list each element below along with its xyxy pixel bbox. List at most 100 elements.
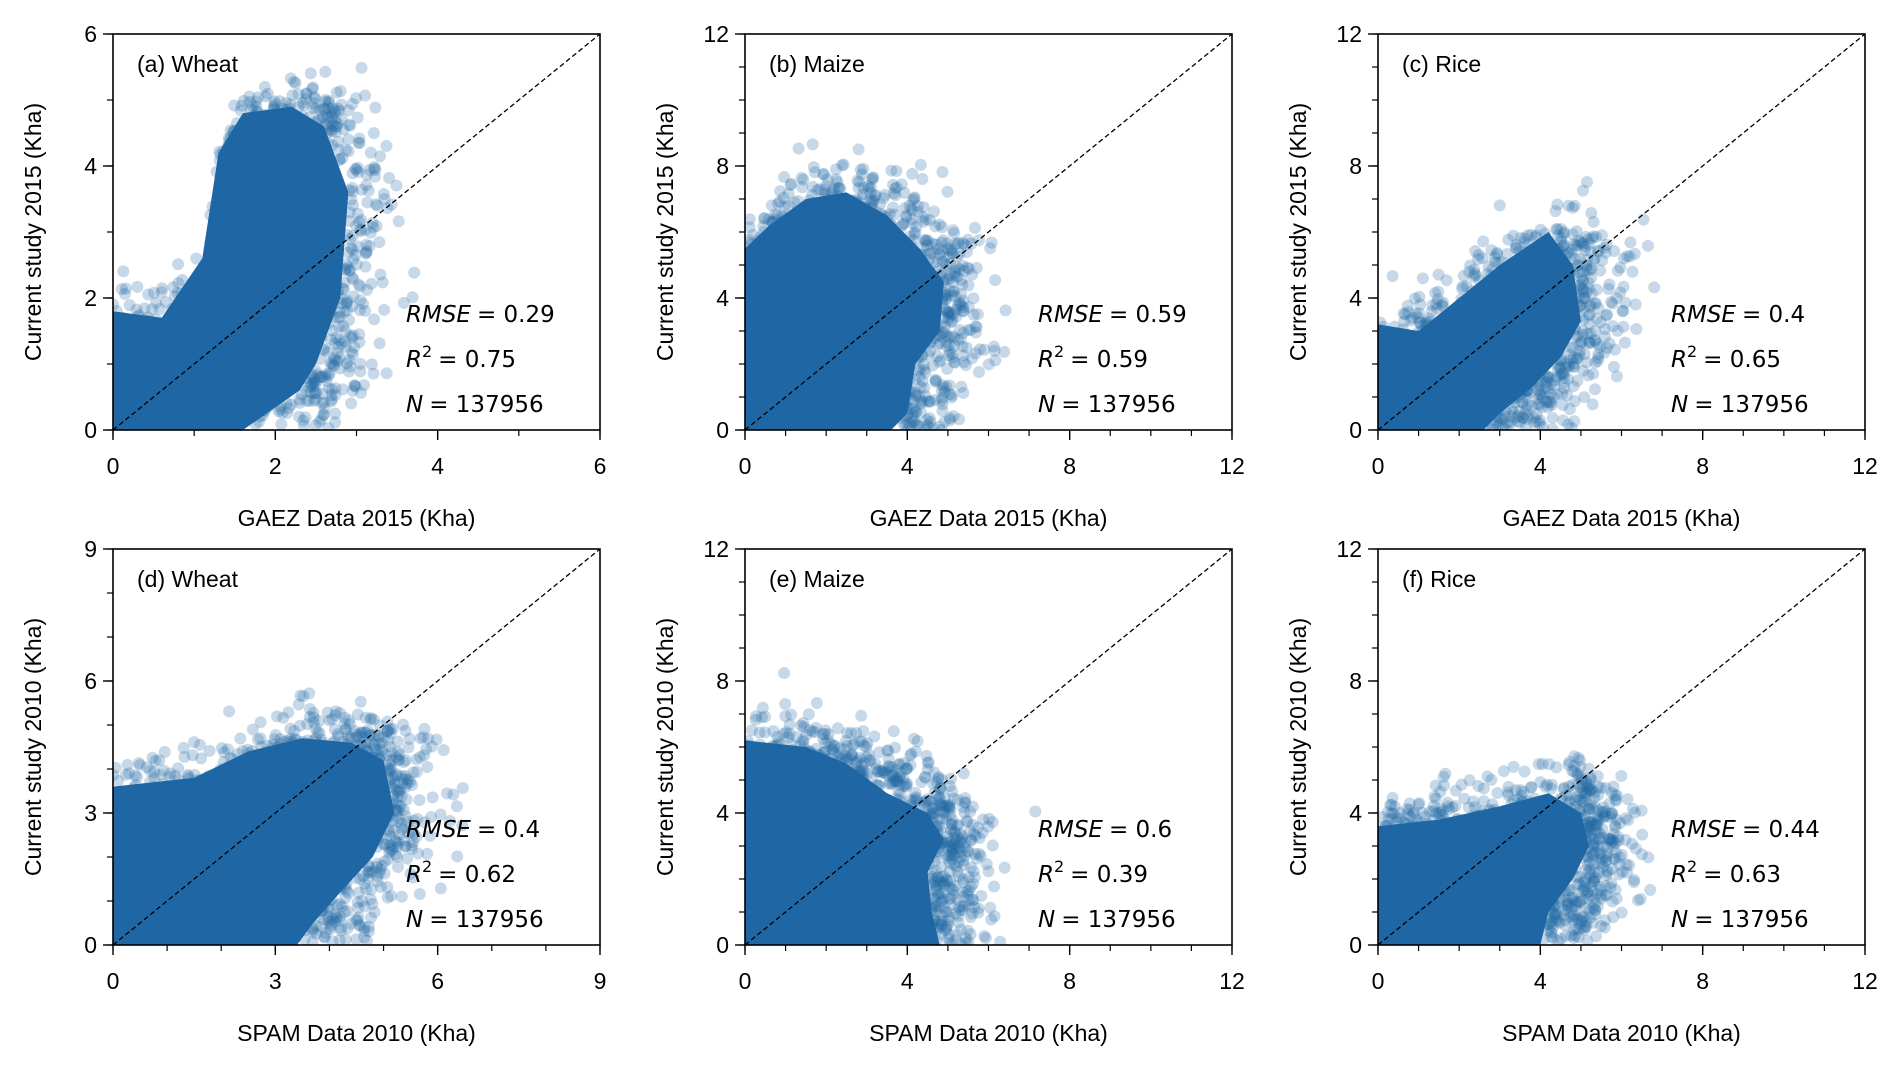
scatter-point — [948, 238, 961, 251]
scatter-point — [1416, 806, 1429, 819]
scatter-point — [1626, 802, 1639, 815]
scatter-point — [909, 786, 922, 799]
scatter-point — [1590, 231, 1603, 244]
scatter-point — [1563, 360, 1576, 373]
scatter-point — [352, 278, 365, 291]
scatter-point — [966, 352, 979, 365]
scatter-point — [308, 90, 321, 103]
scatter-point — [1599, 246, 1612, 259]
scatter-point — [333, 306, 346, 319]
scatter-point — [1533, 398, 1546, 411]
scatter-point — [354, 365, 367, 378]
scatter-point — [954, 827, 967, 840]
scatter-point — [358, 877, 371, 890]
scatter-point — [1592, 789, 1605, 802]
scatter-point — [1497, 765, 1510, 778]
x-tick-label: 4 — [901, 453, 914, 479]
scatter-point — [342, 118, 355, 131]
scatter-point — [962, 233, 975, 246]
scatter-point — [392, 811, 405, 824]
scatter-point — [324, 395, 337, 408]
scatter-point — [1568, 360, 1581, 373]
scatter-point — [1408, 806, 1421, 819]
scatter-point — [1476, 251, 1489, 264]
scatter-point — [942, 914, 955, 927]
scatter-point — [961, 261, 974, 274]
scatter-point — [346, 271, 359, 284]
scatter-point — [1635, 848, 1648, 861]
scatter-point — [1577, 273, 1590, 286]
scatter-point — [1520, 420, 1533, 430]
scatter-point — [1509, 784, 1522, 797]
scatter-point — [918, 381, 931, 394]
scatter-point — [456, 819, 469, 832]
scatter-point — [745, 221, 756, 234]
scatter-point — [1457, 269, 1470, 282]
scatter-point — [1520, 402, 1533, 415]
scatter-point — [1404, 314, 1417, 327]
scatter-point — [939, 303, 952, 316]
scatter-point — [913, 370, 926, 383]
scatter-point — [964, 805, 977, 818]
scatter-point — [940, 922, 953, 935]
scatter-point — [1603, 797, 1616, 810]
scatter-point — [916, 173, 929, 186]
scatter-point — [1579, 261, 1592, 274]
scatter-point — [156, 282, 169, 295]
scatter-point — [915, 776, 928, 789]
scatter-point — [1581, 934, 1594, 945]
scatter-point — [750, 710, 763, 723]
scatter-point — [1575, 271, 1588, 284]
scatter-point — [938, 255, 951, 268]
scatter-point — [988, 880, 1001, 893]
scatter-point — [957, 349, 970, 362]
scatter-point — [1593, 831, 1606, 844]
scatter-point — [1587, 367, 1600, 380]
scatter-point — [309, 386, 322, 399]
scatter-point — [1414, 298, 1427, 311]
scatter-point — [1582, 802, 1595, 815]
scatter-point — [952, 870, 965, 883]
scatter-point — [909, 792, 922, 805]
scatter-point — [374, 150, 387, 163]
scatter-point — [1587, 215, 1600, 228]
scatter-point — [985, 913, 998, 926]
scatter-point — [1631, 894, 1644, 907]
y-tick-label: 4 — [716, 800, 729, 826]
scatter-point — [947, 285, 960, 298]
scatter-point — [113, 298, 120, 311]
scatter-point — [965, 833, 978, 846]
scatter-point — [1555, 932, 1568, 945]
scatter-point — [944, 809, 957, 822]
scatter-point — [333, 934, 346, 945]
scatter-point — [284, 722, 297, 735]
scatter-point — [1606, 834, 1619, 847]
scatter-point — [877, 191, 890, 204]
scatter-point — [329, 120, 342, 133]
y-tick-label: 0 — [716, 932, 729, 958]
scatter-point — [950, 819, 963, 832]
scatter-point — [1482, 260, 1495, 273]
scatter-point — [306, 936, 319, 945]
scatter-point — [957, 301, 970, 314]
scatter-point — [268, 95, 281, 108]
scatter-point — [1557, 366, 1570, 379]
scatter-point — [275, 418, 288, 430]
scatter-point — [946, 813, 959, 826]
scatter-point — [1382, 813, 1395, 826]
scatter-point — [1607, 835, 1620, 848]
scatter-point — [814, 183, 827, 196]
scatter-point — [917, 215, 930, 228]
n-stat: N = 137956 — [1671, 907, 1809, 933]
scatter-point — [1604, 836, 1617, 849]
scatter-point — [784, 178, 797, 191]
one-to-one-line — [1377, 33, 1866, 431]
scatter-point — [1561, 389, 1574, 402]
scatter-point — [897, 217, 910, 230]
scatter-point — [392, 785, 405, 798]
scatter-point — [1583, 815, 1596, 828]
panel-label: (c) Rice — [1402, 51, 1481, 77]
scatter-point — [391, 815, 404, 828]
scatter-point — [1607, 360, 1620, 373]
